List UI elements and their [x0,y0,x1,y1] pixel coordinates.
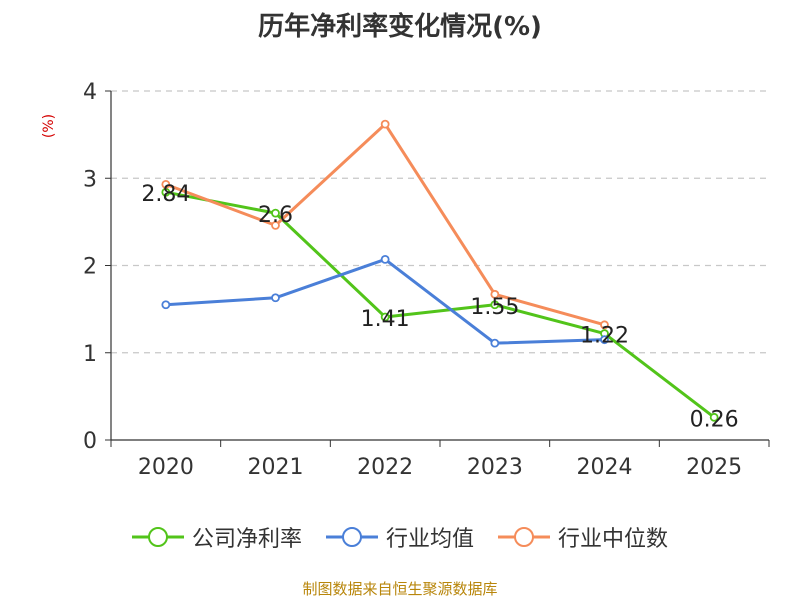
axis-layer: 0 1 2 3 4 2020 2021 2022 2023 2024 2025 [83,80,770,480]
legend-item-0[interactable]: 公司净利率 [131,521,302,553]
data-point [161,179,171,189]
data-label: 2.6 [258,203,293,228]
legend-swatch [325,527,378,547]
legend-item-2[interactable]: 行业中位数 [498,521,668,553]
y-tick-label: 4 [83,80,97,105]
data-point [271,293,280,303]
series-line-0 [165,190,716,419]
series-layer [161,119,719,422]
data-point [271,220,280,230]
data-label: 1.55 [470,295,519,320]
data-point [490,338,500,348]
data-label: 1.22 [580,324,629,349]
x-tick-label: 2022 [357,455,413,480]
legend-label: 行业均值 [385,527,474,552]
x-tick-label: 2023 [467,455,523,480]
data-point [490,289,500,299]
y-tick-label: 1 [83,342,97,367]
label-layer: 2.84 2.6 1.41 1.55 1.22 0.26 [141,182,738,432]
data-label: 2.84 [141,182,190,207]
data-point [380,254,390,264]
x-tick-label: 2025 [686,455,742,480]
data-point [380,312,390,322]
legend-item-1[interactable]: 行业均值 [325,521,474,553]
y-axis-label: (%) [41,114,57,138]
data-point [490,300,500,310]
data-label: 1.41 [361,307,410,332]
data-label: 0.26 [690,407,739,432]
data-source-note: 制图数据来自恒生聚源数据库 [302,580,498,598]
legend-label: 公司净利率 [191,527,302,552]
y-tick-label: 0 [83,429,97,454]
legend-swatch [131,527,184,547]
chart-title: 历年净利率变化情况(%) [258,12,542,42]
x-tick-label: 2021 [248,455,304,480]
y-tick-label: 2 [83,255,97,280]
y-tick-label: 3 [83,167,97,192]
data-point [600,335,609,345]
data-point [380,119,390,129]
legend-label: 行业中位数 [558,527,669,552]
legend-swatch [498,527,550,547]
x-tick-label: 2024 [577,455,633,480]
data-point [161,300,171,310]
grid-layer [111,90,769,354]
data-point [600,320,609,330]
data-point [709,412,719,422]
x-tick-label: 2020 [138,455,194,480]
data-point [271,208,280,218]
series-line-2 [165,122,605,327]
legend: 公司净利率 行业均值 行业中位数 [0,520,800,554]
